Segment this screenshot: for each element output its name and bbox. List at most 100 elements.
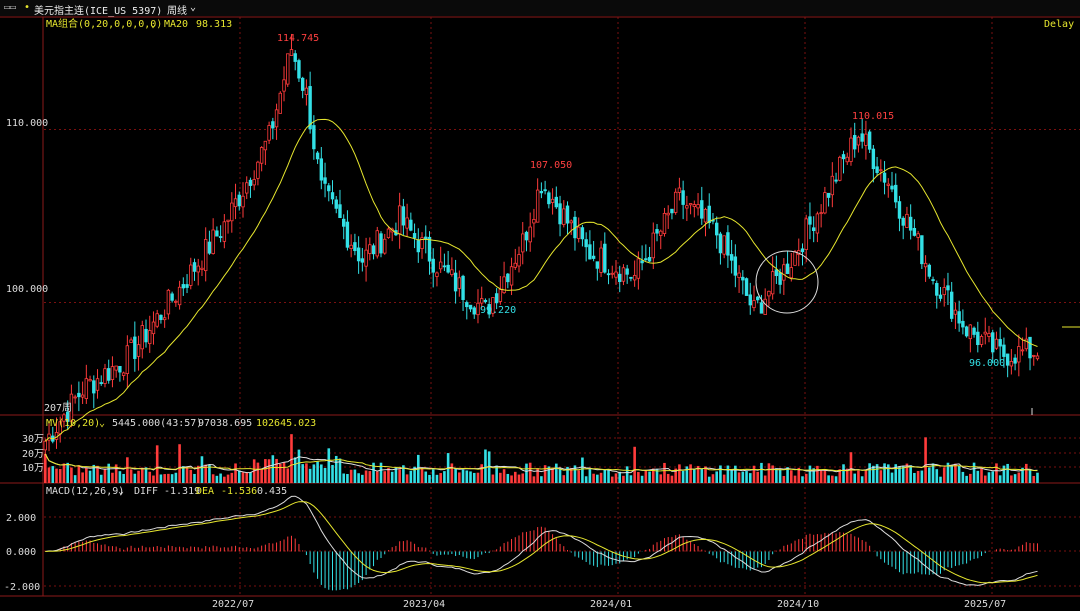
candle	[711, 213, 715, 225]
candle	[797, 238, 801, 267]
candle-body	[991, 332, 995, 353]
candle-body	[99, 382, 103, 384]
chevron-down-icon[interactable]: ⌄	[190, 2, 197, 13]
volume-bar	[547, 466, 551, 483]
volume-bar	[786, 467, 789, 483]
volume-bar	[808, 465, 812, 483]
candle-body	[603, 243, 607, 273]
chevron-down-icon[interactable]: ⌄	[99, 418, 105, 429]
candle-body	[894, 184, 898, 203]
candle-body	[677, 187, 682, 193]
volume-bar	[1021, 467, 1024, 483]
volume-bar	[174, 472, 178, 483]
ma20-line	[44, 118, 1038, 442]
volume-bar	[484, 449, 487, 483]
chevron-down-icon[interactable]: ⌄	[118, 486, 124, 497]
macd-tick-2: 2.000	[6, 513, 36, 524]
candle-body	[177, 286, 182, 306]
candle	[65, 400, 70, 430]
volume-bar	[584, 476, 588, 483]
candle	[218, 225, 223, 243]
candle-body	[949, 291, 954, 319]
candle	[890, 171, 894, 193]
volume-bar	[499, 472, 502, 483]
candle-body	[461, 275, 465, 300]
candle	[185, 274, 189, 294]
volume-bar	[323, 467, 327, 483]
ma-panel-title[interactable]: MA组合(0,20,0,0,0,0)	[46, 17, 162, 30]
candle-body	[591, 255, 596, 259]
instrument-name[interactable]: 美元指主连(ICE_US 5397)	[34, 6, 163, 17]
volume-bar	[379, 462, 383, 483]
volume-bar	[704, 466, 707, 483]
candle-body	[770, 271, 775, 295]
volume-bar	[797, 467, 801, 483]
volume-bar	[707, 476, 711, 483]
candle	[129, 337, 133, 343]
volume-bar	[297, 449, 301, 483]
volume-bar	[1013, 474, 1017, 483]
candle-body	[897, 201, 902, 219]
chevron-down-icon[interactable]: ⌄	[150, 19, 156, 30]
volume-bar	[409, 470, 413, 483]
volume-panel-title[interactable]: MV(10,20)	[46, 418, 100, 429]
candle	[558, 195, 562, 237]
volume-bar	[465, 470, 469, 483]
candle	[222, 214, 227, 249]
volume-bar	[752, 465, 756, 483]
candle-body	[491, 297, 495, 314]
candle	[151, 311, 156, 345]
volume-bar	[991, 471, 995, 483]
window-icon[interactable]: ▭▭	[4, 2, 17, 13]
candle-body	[927, 264, 932, 277]
volume-bar	[581, 457, 584, 483]
candle-body	[793, 251, 797, 266]
candle	[450, 257, 454, 277]
volume-bar	[234, 463, 237, 483]
candle	[882, 161, 887, 195]
volume-bar	[278, 463, 282, 483]
volume-bar	[275, 458, 278, 483]
volume-bar	[857, 470, 860, 483]
candle	[491, 297, 495, 317]
candle	[353, 233, 357, 256]
candle-body	[916, 233, 920, 238]
volume-tick-20: 20万	[22, 449, 44, 460]
candle	[468, 304, 473, 313]
candle-body	[1009, 361, 1014, 367]
candle-body	[95, 378, 100, 391]
macd-panel-title[interactable]: MACD(12,26,9)	[46, 486, 124, 497]
volume-bar	[722, 474, 726, 483]
volume-bar	[890, 472, 894, 483]
candle-body	[539, 191, 544, 194]
candle	[226, 219, 230, 234]
candle-body	[532, 219, 536, 224]
period-selector[interactable]: 周线	[167, 6, 187, 17]
candle	[685, 195, 689, 221]
candle-body	[1017, 346, 1021, 363]
volume-bar	[88, 470, 92, 483]
volume-bar	[96, 465, 99, 483]
volume-bar	[424, 471, 428, 483]
volume-bar	[961, 471, 965, 483]
volume-bar	[648, 471, 651, 483]
volume-bar	[860, 476, 864, 483]
candle-body	[987, 332, 991, 337]
volume-bar	[551, 467, 554, 483]
candle	[502, 261, 506, 294]
candle	[286, 53, 290, 87]
candle	[942, 278, 946, 307]
volume-bar	[693, 469, 696, 483]
volume-bar	[875, 464, 879, 483]
candle-body	[830, 175, 835, 196]
candle	[976, 321, 980, 353]
candle	[886, 178, 890, 198]
candle-body	[979, 336, 984, 345]
candle-body	[1005, 353, 1010, 366]
candle-body	[565, 205, 570, 224]
volume-bar	[230, 472, 234, 483]
candle	[826, 192, 831, 207]
volume-bar	[208, 464, 211, 483]
candle-body	[547, 192, 551, 205]
